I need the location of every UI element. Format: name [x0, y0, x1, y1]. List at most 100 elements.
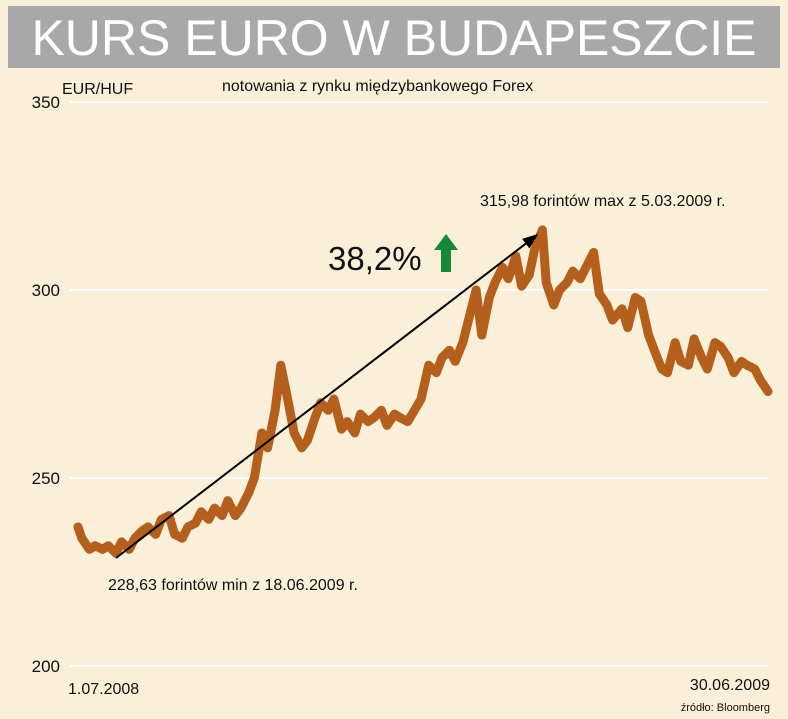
- data-point: [245, 489, 253, 497]
- min-annotation: 228,63 forintów min z 18.06.2009 r.: [108, 577, 358, 594]
- data-point: [425, 361, 433, 369]
- data-point: [205, 515, 213, 523]
- data-point: [650, 346, 658, 354]
- data-point: [218, 512, 226, 520]
- y-tick-label: 300: [32, 281, 60, 300]
- data-point: [356, 410, 364, 418]
- y-axis-label: EUR/HUF: [62, 81, 133, 98]
- data-point: [542, 278, 550, 286]
- data-point: [743, 361, 751, 369]
- data-point: [171, 530, 179, 538]
- y-tick-label: 250: [32, 469, 60, 488]
- data-point: [459, 339, 467, 347]
- data-point: [337, 425, 345, 433]
- data-point: [284, 399, 292, 407]
- data-point: [192, 519, 200, 527]
- data-point: [550, 301, 558, 309]
- data-point: [277, 361, 285, 369]
- data-point: [499, 263, 507, 271]
- data-point: [298, 444, 306, 452]
- series-points: [74, 226, 772, 557]
- data-point: [85, 545, 93, 553]
- data-point: [91, 542, 99, 550]
- y-axis-ticks: 350 300 250 200: [32, 93, 60, 676]
- data-point: [703, 365, 711, 373]
- change-arrow-line: [115, 242, 527, 559]
- chart-title: KURS EURO W BUDAPESZCIE: [8, 6, 780, 68]
- data-point: [618, 305, 626, 313]
- data-point: [404, 418, 412, 426]
- data-point: [383, 421, 391, 429]
- data-point: [525, 271, 533, 279]
- data-point: [590, 248, 598, 256]
- max-annotation: 315,98 forintów max z 5.03.2009 r.: [480, 193, 725, 210]
- data-point: [377, 406, 385, 414]
- data-point: [271, 406, 279, 414]
- data-point: [485, 294, 493, 302]
- data-point: [624, 324, 632, 332]
- data-point: [311, 414, 319, 422]
- data-point: [396, 414, 404, 422]
- x-axis-end-label: 30.06.2009: [690, 677, 770, 694]
- data-point: [258, 429, 266, 437]
- data-point: [351, 429, 359, 437]
- data-point: [165, 512, 173, 520]
- x-axis-start-label: 1.07.2008: [68, 681, 139, 698]
- data-point: [595, 290, 603, 298]
- data-point: [370, 414, 378, 422]
- data-point: [478, 331, 486, 339]
- data-point: [317, 399, 325, 407]
- source-label: źródło: Bloomberg: [681, 702, 770, 714]
- data-point: [603, 301, 611, 309]
- data-point: [512, 252, 520, 260]
- data-point: [631, 294, 639, 302]
- data-point: [391, 410, 399, 418]
- data-point: [609, 316, 617, 324]
- data-point: [78, 534, 86, 542]
- data-point: [131, 534, 139, 542]
- data-point: [446, 346, 454, 354]
- data-point: [576, 275, 584, 283]
- data-point: [677, 357, 685, 365]
- data-point: [671, 339, 679, 347]
- data-point: [555, 286, 563, 294]
- data-point: [730, 369, 738, 377]
- data-point: [303, 436, 311, 444]
- data-point: [518, 282, 526, 290]
- data-point: [74, 523, 82, 531]
- data-point: [737, 357, 745, 365]
- data-point: [364, 418, 372, 426]
- data-point: [324, 406, 332, 414]
- data-point: [152, 530, 160, 538]
- data-point: [210, 504, 218, 512]
- data-point: [724, 354, 732, 362]
- data-point: [417, 395, 425, 403]
- grid-lines: [70, 101, 768, 667]
- data-point: [330, 395, 338, 403]
- data-point: [751, 365, 759, 373]
- data-point: [711, 339, 719, 347]
- data-point: [764, 388, 772, 396]
- data-point: [138, 527, 146, 535]
- data-point: [531, 245, 539, 253]
- data-point: [684, 361, 692, 369]
- data-point: [104, 542, 112, 550]
- data-point: [237, 504, 245, 512]
- data-point: [290, 429, 298, 437]
- data-point: [538, 226, 546, 234]
- change-arrow-head: [522, 233, 539, 249]
- data-point: [464, 316, 472, 324]
- data-point: [250, 474, 258, 482]
- data-point: [197, 508, 205, 516]
- data-point: [112, 549, 120, 557]
- data-point: [178, 534, 186, 542]
- data-point: [224, 497, 232, 505]
- up-arrow-icon: [434, 234, 458, 272]
- data-point: [343, 418, 351, 426]
- data-point: [756, 376, 764, 384]
- series-line: [73, 225, 773, 558]
- data-point: [432, 369, 440, 377]
- data-point: [184, 523, 192, 531]
- data-point: [698, 354, 706, 362]
